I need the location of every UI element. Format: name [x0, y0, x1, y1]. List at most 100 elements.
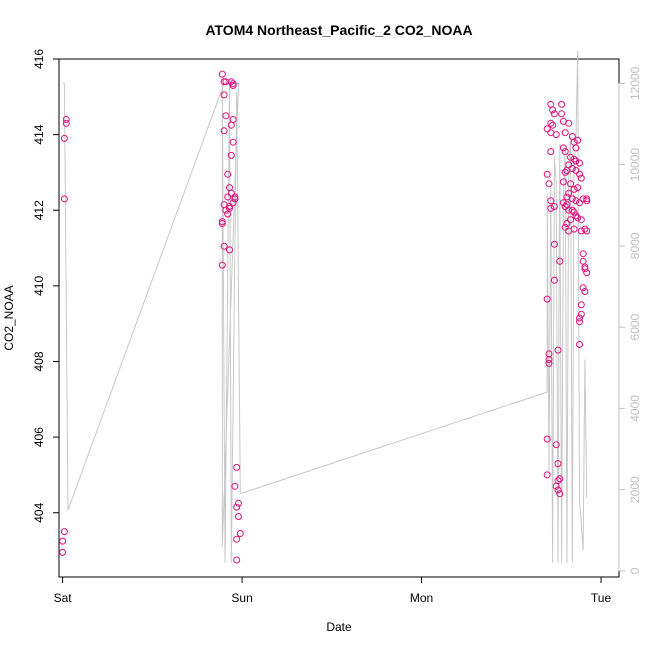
data-point — [231, 482, 239, 490]
data-point — [579, 250, 587, 258]
data-point — [565, 189, 573, 197]
data-point — [236, 530, 244, 537]
data-point — [545, 356, 553, 364]
data-point — [572, 197, 580, 205]
data-point — [233, 463, 241, 471]
data-point — [558, 100, 566, 108]
data-point — [559, 144, 567, 152]
data-point — [545, 359, 553, 367]
data-point — [224, 193, 232, 201]
y-tick-label: 414 — [32, 124, 46, 144]
data-point — [554, 346, 562, 354]
data-point — [218, 218, 226, 226]
data-point — [576, 318, 583, 326]
data-point — [561, 148, 569, 156]
data-point — [220, 242, 228, 250]
x-tick-label: Mon — [410, 591, 433, 605]
data-point — [556, 257, 564, 265]
data-point — [583, 227, 591, 235]
y-tick-label: 416 — [32, 49, 46, 69]
y2-tick-label: 8000 — [628, 232, 642, 259]
data-point — [568, 195, 576, 203]
data-point — [554, 486, 562, 494]
plot-area — [58, 58, 620, 578]
data-point — [218, 261, 226, 269]
data-point — [559, 199, 567, 207]
data-point — [224, 210, 232, 218]
data-point — [554, 460, 562, 468]
data-point — [572, 212, 580, 220]
data-point — [547, 100, 555, 108]
y2-tick-label: 10000 — [628, 148, 642, 182]
data-point — [576, 159, 583, 167]
data-point — [229, 80, 237, 88]
data-point — [572, 167, 580, 174]
data-point — [227, 151, 235, 159]
y2-tick-label: 0 — [628, 567, 642, 574]
data-point — [577, 227, 585, 235]
y-axis-label: CO2_NOAA — [2, 285, 16, 350]
data-point — [561, 203, 569, 210]
data-point — [233, 535, 241, 543]
data-point — [570, 225, 578, 233]
data-point — [577, 310, 585, 318]
data-point — [583, 197, 591, 205]
data-point — [559, 178, 567, 186]
data-point — [550, 110, 558, 118]
co2-point-layer — [59, 70, 591, 564]
y2-tick-label: 12000 — [628, 66, 642, 100]
data-point — [570, 155, 578, 163]
data-point — [222, 206, 230, 214]
data-point — [556, 475, 564, 483]
data-point — [581, 288, 589, 295]
altitude-line-layer — [62, 50, 588, 563]
data-point — [579, 284, 587, 292]
data-point — [60, 195, 68, 203]
data-point — [568, 206, 576, 214]
data-point — [229, 116, 237, 123]
data-point — [549, 121, 557, 129]
data-point — [563, 167, 571, 174]
data-point — [577, 301, 585, 309]
data-point — [235, 513, 242, 520]
data-point — [561, 223, 569, 231]
data-point — [572, 144, 580, 152]
data-point — [547, 119, 555, 127]
y2-tick-label: 6000 — [628, 313, 642, 340]
data-point — [222, 112, 230, 120]
data-point — [218, 220, 226, 227]
data-point — [550, 240, 558, 248]
data-point — [227, 121, 235, 129]
data-point — [231, 195, 239, 203]
data-point — [581, 225, 589, 233]
data-point — [235, 499, 242, 507]
data-point — [62, 116, 70, 123]
data-point — [543, 170, 551, 178]
data-point — [561, 129, 569, 137]
x-tick-label: Sat — [54, 591, 73, 605]
data-point — [556, 490, 564, 498]
data-point — [227, 189, 235, 197]
data-point — [570, 208, 578, 216]
data-point — [543, 435, 551, 443]
x-tick-label: Tue — [591, 591, 612, 605]
data-point — [577, 216, 585, 224]
data-point — [229, 138, 237, 146]
data-point — [547, 197, 555, 205]
data-point — [62, 119, 70, 127]
axes: 404 406 408 410 412 414 416 0 2000 4000 6000 8000 10… — [32, 49, 642, 605]
data-point — [59, 537, 67, 545]
data-point — [229, 199, 237, 207]
data-point — [565, 119, 573, 127]
data-point — [547, 148, 555, 156]
x-tick-label: Sun — [231, 591, 252, 605]
data-point — [543, 125, 551, 133]
data-point — [561, 168, 569, 176]
data-point — [543, 471, 551, 479]
data-point — [552, 131, 560, 139]
data-point — [576, 199, 583, 207]
y-tick-label: 410 — [32, 276, 46, 296]
data-point — [572, 157, 580, 165]
data-point — [224, 170, 232, 178]
data-point — [60, 528, 68, 536]
